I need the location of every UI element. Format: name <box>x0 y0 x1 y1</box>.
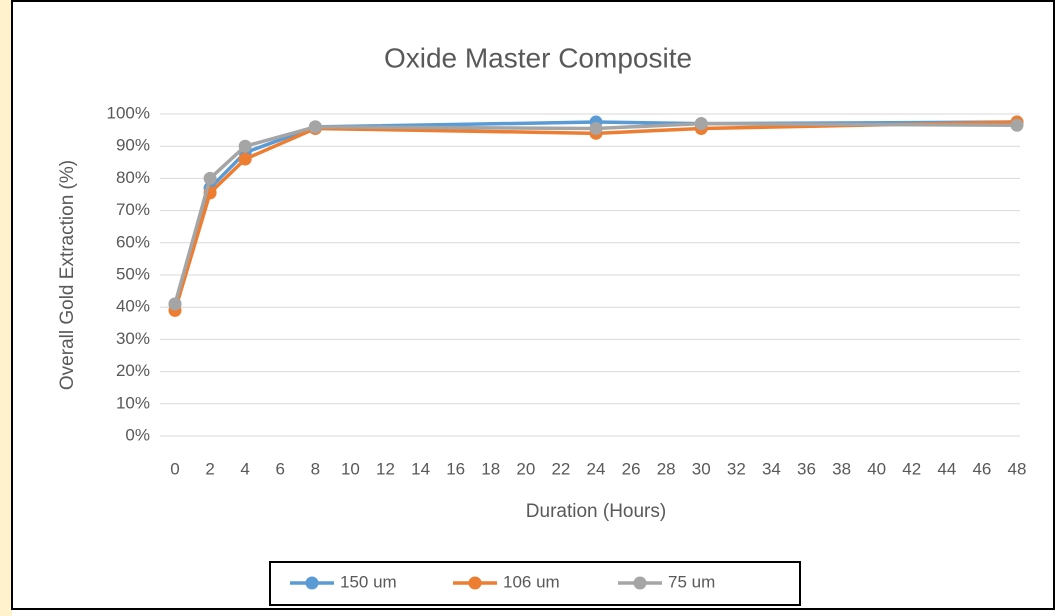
x-axis-label: Duration (Hours) <box>526 501 666 522</box>
legend-marker <box>305 576 319 590</box>
x-tick-label: 16 <box>446 459 465 478</box>
point <box>203 171 217 185</box>
y-tick-label: 0% <box>125 425 150 444</box>
y-tick-label: 60% <box>116 232 150 251</box>
point <box>1010 118 1024 132</box>
legend-label: 106 um <box>503 572 560 591</box>
x-tick-label: 22 <box>551 459 570 478</box>
legend-label: 75 um <box>668 572 715 591</box>
x-tick-label: 12 <box>376 459 395 478</box>
x-tick-label: 10 <box>341 459 360 478</box>
point <box>308 120 322 134</box>
x-tick-label: 46 <box>972 459 991 478</box>
x-tick-label: 0 <box>170 459 179 478</box>
y-tick-label: 80% <box>116 168 150 187</box>
x-tick-label: 44 <box>937 459 956 478</box>
x-tick-label: 42 <box>902 459 921 478</box>
legend-marker <box>633 576 647 590</box>
x-tick-label: 30 <box>692 459 711 478</box>
x-tick-label: 36 <box>797 459 816 478</box>
x-tick-label: 20 <box>516 459 535 478</box>
x-tick-label: 26 <box>622 459 641 478</box>
point <box>238 139 252 153</box>
point <box>168 297 182 311</box>
y-tick-label: 20% <box>116 361 150 380</box>
y-tick-label: 50% <box>116 264 150 283</box>
x-tick-label: 8 <box>311 459 320 478</box>
x-tick-label: 6 <box>276 459 285 478</box>
y-tick-label: 90% <box>116 136 150 155</box>
x-tick-label: 48 <box>1008 459 1027 478</box>
x-tick-label: 24 <box>587 459 606 478</box>
point <box>238 152 252 166</box>
chart-frame <box>11 0 1055 610</box>
y-tick-label: 30% <box>116 329 150 348</box>
chart-title: Oxide Master Composite <box>384 42 692 73</box>
point <box>694 117 708 131</box>
point <box>589 121 603 135</box>
x-tick-label: 4 <box>240 459 249 478</box>
x-tick-label: 34 <box>762 459 781 478</box>
x-tick-label: 18 <box>481 459 500 478</box>
x-tick-label: 28 <box>657 459 676 478</box>
legend-box <box>269 561 801 606</box>
x-tick-label: 14 <box>411 459 430 478</box>
legend-marker <box>468 576 482 590</box>
y-tick-label: 40% <box>116 297 150 316</box>
x-tick-label: 38 <box>832 459 851 478</box>
side-strip <box>0 0 12 616</box>
y-tick-label: 10% <box>116 393 150 412</box>
y-tick-label: 100% <box>107 103 150 122</box>
legend-label: 150 um <box>340 572 397 591</box>
y-axis-label: Overall Gold Extraction (%) <box>57 160 78 390</box>
x-tick-label: 2 <box>205 459 214 478</box>
x-tick-label: 40 <box>867 459 886 478</box>
y-tick-label: 70% <box>116 200 150 219</box>
x-tick-label: 32 <box>727 459 746 478</box>
